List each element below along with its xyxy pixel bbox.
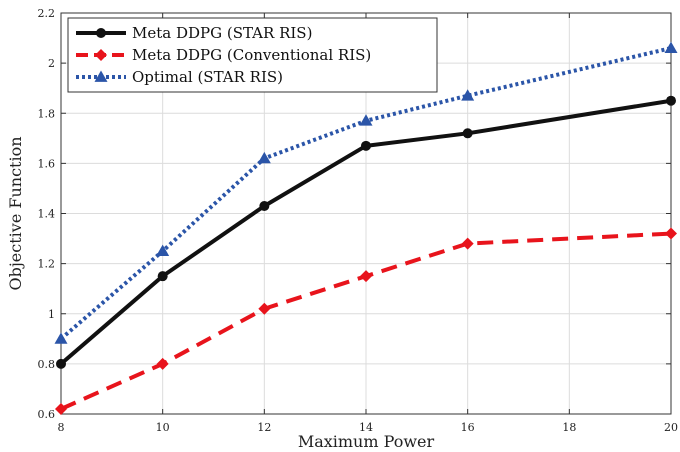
data-point-triangle	[257, 151, 271, 164]
series-0	[56, 95, 676, 369]
data-point-triangle	[359, 114, 373, 126]
data-point-circle	[462, 128, 473, 139]
legend-entry: Meta DDPG (Conventional RIS)	[76, 46, 371, 64]
data-point-circle	[259, 200, 270, 211]
data-point-triangle	[156, 244, 170, 256]
y-tick-label: 0.8	[38, 358, 56, 371]
y-tick-label: 2	[48, 57, 55, 70]
data-point-circle	[361, 140, 371, 151]
axis-ticks: 8 10 12 14 16 18 20 0.6 0.8 1 1.2 1.4 1.6 1.8 2 2.2	[38, 7, 679, 434]
legend-label: Meta DDPG (STAR RIS)	[132, 24, 312, 42]
y-tick-label: 1.6	[38, 157, 56, 170]
y-tick-label: 2.2	[38, 7, 56, 20]
x-tick-label: 20	[664, 421, 678, 434]
series-2	[54, 41, 678, 344]
x-tick-label: 8	[58, 421, 65, 434]
data-point-circle	[157, 271, 168, 282]
y-axis-title: Objective Function	[6, 136, 25, 290]
x-tick-label: 14	[359, 421, 373, 434]
series-group	[54, 41, 678, 415]
grid	[60, 12, 672, 415]
data-point-diamond	[461, 237, 474, 250]
legend-label: Meta DDPG (Conventional RIS)	[132, 46, 371, 64]
y-tick-label: 1.2	[38, 258, 56, 271]
y-tick-label: 1.4	[38, 208, 56, 221]
data-point-diamond	[665, 227, 677, 240]
data-point-diamond	[55, 402, 67, 415]
x-tick-label: 16	[461, 421, 475, 434]
legend: Meta DDPG (STAR RIS) Meta DDPG (Conventio…	[67, 17, 438, 93]
series-line	[59, 98, 672, 366]
y-tick-label: 1.8	[38, 107, 56, 120]
series-1	[55, 227, 677, 415]
series-line	[59, 46, 672, 341]
x-axis-title: Maximum Power	[298, 432, 435, 451]
legend-label: Optimal (STAR RIS)	[132, 68, 283, 86]
data-point-triangle	[461, 89, 475, 101]
data-point-triangle	[94, 70, 108, 82]
data-point-diamond	[156, 357, 169, 370]
data-point-circle	[56, 358, 66, 369]
data-point-diamond	[95, 49, 107, 61]
x-tick-label: 10	[156, 421, 170, 434]
y-tick-label: 0.6	[38, 408, 56, 421]
x-tick-label: 12	[257, 421, 271, 434]
legend-entry: Optimal (STAR RIS)	[76, 68, 283, 86]
series-line	[60, 231, 672, 411]
data-point-circle	[96, 28, 106, 38]
legend-entry: Meta DDPG (STAR RIS)	[76, 24, 312, 42]
x-tick-label: 18	[562, 421, 576, 434]
data-point-triangle	[664, 41, 678, 53]
data-point-triangle	[54, 332, 68, 344]
legend-box	[67, 17, 438, 93]
data-point-diamond	[258, 302, 271, 315]
data-point-diamond	[360, 270, 372, 283]
data-point-circle	[666, 95, 676, 106]
y-tick-label: 1	[48, 308, 55, 321]
